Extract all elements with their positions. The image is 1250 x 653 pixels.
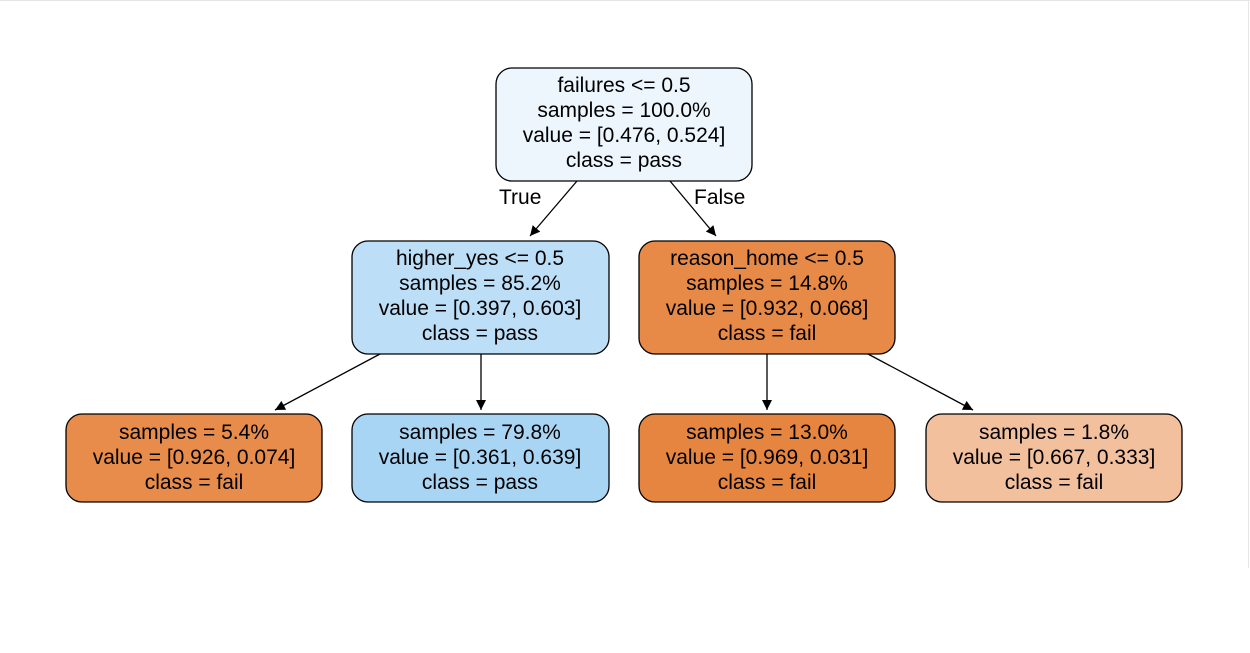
node-samples: samples = 14.8% (686, 272, 848, 295)
node-value: value = [0.397, 0.603] (379, 297, 582, 320)
node-class: class = pass (422, 471, 538, 494)
edge-label-false: False (694, 186, 745, 209)
tree-leaf-3: samples = 13.0% value = [0.969, 0.031] c… (638, 413, 896, 503)
node-value: value = [0.926, 0.074] (93, 446, 296, 469)
node-box (495, 67, 753, 182)
tree-node-left: higher_yes <= 0.5 samples = 85.2% value … (351, 240, 610, 355)
tree-leaf-1: samples = 5.4% value = [0.926, 0.074] cl… (65, 413, 323, 503)
node-box (638, 413, 896, 503)
node-box (925, 413, 1183, 503)
node-class: class = fail (1005, 471, 1104, 494)
node-split-condition: reason_home <= 0.5 (670, 247, 864, 270)
node-samples: samples = 79.8% (399, 421, 561, 444)
node-split-condition: failures <= 0.5 (557, 74, 690, 97)
node-samples: samples = 1.8% (979, 421, 1129, 444)
node-class: class = fail (718, 471, 817, 494)
node-samples: samples = 13.0% (686, 421, 848, 444)
node-box (65, 413, 323, 503)
node-value: value = [0.932, 0.068] (666, 297, 869, 320)
node-box (351, 240, 610, 355)
node-class: class = fail (718, 322, 817, 345)
node-class: class = pass (566, 149, 682, 172)
node-value: value = [0.667, 0.333] (953, 446, 1156, 469)
tree-leaf-4: samples = 1.8% value = [0.667, 0.333] cl… (925, 413, 1183, 503)
node-box (351, 413, 610, 503)
node-split-condition: higher_yes <= 0.5 (396, 247, 564, 270)
frame-border-top (0, 0, 1250, 1)
frame-border-right (1248, 0, 1249, 568)
node-box (638, 240, 896, 355)
edge-left-leaf1 (274, 353, 381, 411)
tree-node-right: reason_home <= 0.5 samples = 14.8% value… (638, 240, 896, 355)
node-value: value = [0.969, 0.031] (666, 446, 869, 469)
tree-node-root: failures <= 0.5 samples = 100.0% value =… (495, 67, 753, 182)
node-class: class = fail (145, 471, 244, 494)
tree-leaf-2: samples = 79.8% value = [0.361, 0.639] c… (351, 413, 610, 503)
edges: True False (274, 180, 974, 411)
node-samples: samples = 100.0% (537, 99, 710, 122)
node-value: value = [0.476, 0.524] (523, 124, 726, 147)
node-class: class = pass (422, 322, 538, 345)
node-value: value = [0.361, 0.639] (379, 446, 582, 469)
node-samples: samples = 85.2% (399, 272, 561, 295)
edge-label-true: True (499, 186, 541, 209)
node-samples: samples = 5.4% (119, 421, 269, 444)
edge-root-right (669, 180, 717, 237)
edge-root-left (529, 180, 578, 237)
edge-right-leaf4 (867, 353, 974, 411)
